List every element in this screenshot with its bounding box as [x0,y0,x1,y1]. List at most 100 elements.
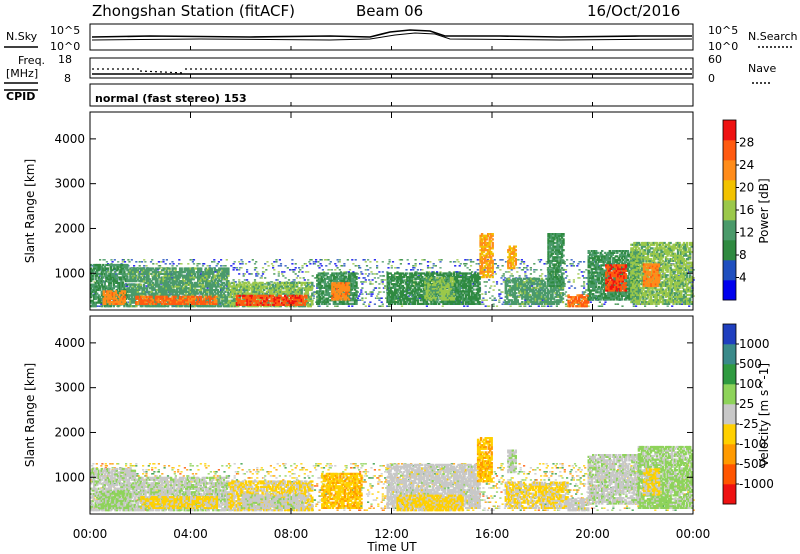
power-echo-cell [105,261,108,263]
power-region-4-cell [228,281,231,284]
nave-label: Nave [748,62,776,75]
power-region-2-cell [141,280,144,283]
power-echo-cell [251,259,254,261]
power-region-0-cell [121,267,125,270]
power-echo-cell [113,269,116,271]
power-region-2-cell [151,271,155,274]
power-region-0-cell [93,305,96,308]
power-echo-cell [189,275,192,277]
power-region-2-cell [139,294,143,297]
power-echo-cell [499,293,502,295]
power-echo-cell [518,267,521,269]
power-echo-cell [113,259,116,261]
power-region-0-cell [126,288,129,292]
power-region-1-cell [102,297,105,300]
power-echo-cell [315,259,318,261]
power-region-1-cell [111,292,114,295]
power-region-2-cell [141,271,144,274]
power-region-1-cell [116,293,119,297]
power-region-0-cell [105,274,108,277]
power-region-1-cell [120,299,124,302]
power-region-2-cell [144,287,147,290]
power-region-1-cell [119,299,122,302]
power-echo-cell [469,259,473,261]
power-echo-cell [518,275,521,277]
power-region-0-cell [118,281,121,284]
power-region-1-cell [114,297,117,300]
power-echo-cell [225,285,228,287]
power-region-2-cell [132,278,135,281]
power-region-0-cell [93,294,96,297]
power-echo-cell [309,295,312,297]
power-region-0-cell [93,265,96,268]
power-region-0-cell [126,283,129,286]
power-region-2-cell [129,271,132,274]
power-region-2-cell [151,296,155,299]
power-echo-cell [544,275,547,277]
power-region-0-cell [94,288,97,292]
power-region-0-cell [109,283,112,286]
power-echo-cell [535,269,538,271]
power-echo-cell [107,263,110,265]
power-region-0-cell [121,274,125,277]
power-echo-cell [159,265,162,267]
power-region-2-cell [132,285,135,288]
power-echo-cell [662,263,665,265]
power-region-2-cell [138,283,141,286]
power-region-2-cell [130,271,134,274]
power-region-0-cell [96,269,99,272]
power-region-2-cell [210,267,213,270]
power-region-0-cell [91,290,94,293]
power-region-6-cell [322,290,325,293]
power-region-0-cell [99,287,102,290]
power-echo-cell [305,265,309,267]
power-region-1-cell [107,290,110,293]
power-echo-cell [255,261,258,263]
power-echo-cell [283,271,286,273]
power-echo-cell [596,289,599,291]
power-region-0-cell [90,263,93,267]
power-region-2-cell [129,278,132,281]
power-region-0-cell [99,297,102,301]
nave-top-tick: 60 [708,53,722,66]
power-region-0-cell [108,287,111,290]
power-echo-cell [312,261,315,263]
power-echo-cell [240,267,243,269]
power-echo-cell [495,283,499,285]
power-echo-cell [399,263,402,265]
power-region-0-cell [120,272,123,275]
power-region-2-cell [133,271,137,274]
power-region-0-cell [121,285,125,288]
power-region-2-cell [142,288,146,292]
power-echo-cell [490,285,493,287]
power-echo-cell [338,269,341,271]
power-echo-cell [583,283,586,285]
power-region-1-cell [113,292,116,295]
power-region-2-cell [138,294,141,297]
power-echo-cell [578,277,581,279]
power-region-1-cell [108,301,111,304]
power-echo-cell [648,301,651,303]
power-region-2-cell [147,297,150,301]
power-echo-cell [364,291,367,293]
power-echo-cell [320,275,323,277]
power-region-2-cell [132,288,135,292]
power-echo-cell [330,269,333,271]
power-region-2-cell [147,292,150,295]
power-region-1-cell [114,292,117,295]
power-echo-cell [293,279,296,281]
power-region-2-cell [138,296,141,299]
power-echo-cell [407,289,410,291]
power-echo-cell [492,289,495,291]
power-echo-cell [215,265,218,267]
power-echo-cell [180,273,183,275]
beam-title: Beam 06 [356,2,423,20]
power-region-0-cell [114,267,117,270]
power-echo-cell [338,261,341,263]
power-echo-cell [578,269,581,271]
power-echo-cell [476,259,479,261]
power-echo-cell [500,283,503,285]
power-region-0-cell [109,265,112,268]
power-region-2-cell [133,305,137,308]
power-echo-cell [241,261,244,263]
